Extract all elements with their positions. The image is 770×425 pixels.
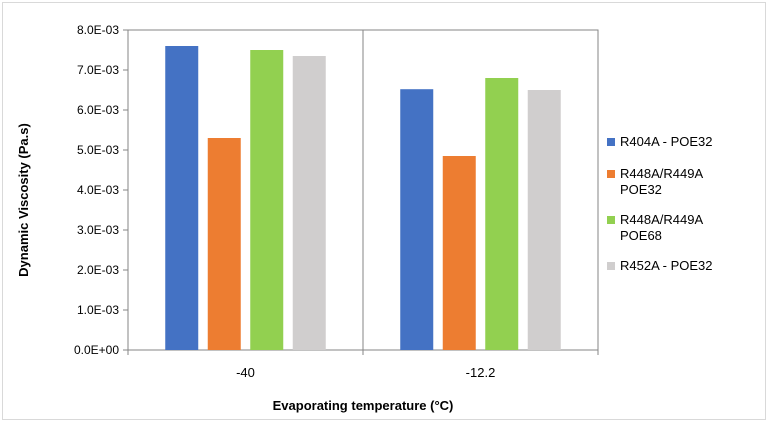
x-tick-label: -12.2	[466, 365, 496, 380]
y-tick-label: 4.0E-03	[77, 183, 119, 197]
y-tick-label: 1.0E-03	[77, 303, 119, 317]
bars	[165, 46, 561, 350]
legend-swatch	[607, 170, 615, 178]
legend-item: R452A - POE32	[607, 258, 713, 273]
legend-swatch	[607, 216, 615, 224]
legend-swatch	[607, 262, 615, 270]
legend-label: R452A - POE32	[620, 258, 713, 273]
legend-label: POE68	[620, 228, 662, 243]
y-tick-label: 7.0E-03	[77, 63, 119, 77]
y-tick-label: 3.0E-03	[77, 223, 119, 237]
legend-label: R448A/R449A	[620, 166, 703, 181]
y-axis-title: Dynamic Viscosity (Pa.s)	[16, 123, 31, 277]
bar	[250, 50, 284, 350]
legend-swatch	[607, 138, 615, 146]
bar	[527, 90, 561, 350]
bar	[442, 156, 476, 350]
bar	[292, 56, 326, 350]
x-axis-title: Evaporating temperature (°C)	[273, 398, 454, 413]
bar	[400, 89, 434, 350]
x-tick-label: -40	[236, 365, 255, 380]
y-tick-label: 6.0E-03	[77, 103, 119, 117]
bar	[485, 78, 519, 350]
bar	[207, 138, 241, 350]
x-axis-ticks: -40 -12.2	[127, 350, 599, 380]
legend-item: R404A - POE32	[607, 134, 713, 149]
y-axis-ticks: 0.0E+00 1.0E-03 2.0E-03 3.0E-03 4.0E-03 5.0E-…	[74, 23, 128, 357]
y-tick-label: 0.0E+00	[74, 343, 119, 357]
legend-label: R404A - POE32	[620, 134, 713, 149]
bar	[165, 46, 199, 350]
y-tick-label: 5.0E-03	[77, 143, 119, 157]
y-tick-label: 8.0E-03	[77, 23, 119, 37]
plot-area	[127, 29, 599, 351]
legend-label: R448A/R449A	[620, 212, 703, 227]
y-tick-label: 2.0E-03	[77, 263, 119, 277]
legend-label: POE32	[620, 182, 662, 197]
legend: R404A - POE32R448A/R449APOE32R448A/R449A…	[607, 134, 713, 273]
